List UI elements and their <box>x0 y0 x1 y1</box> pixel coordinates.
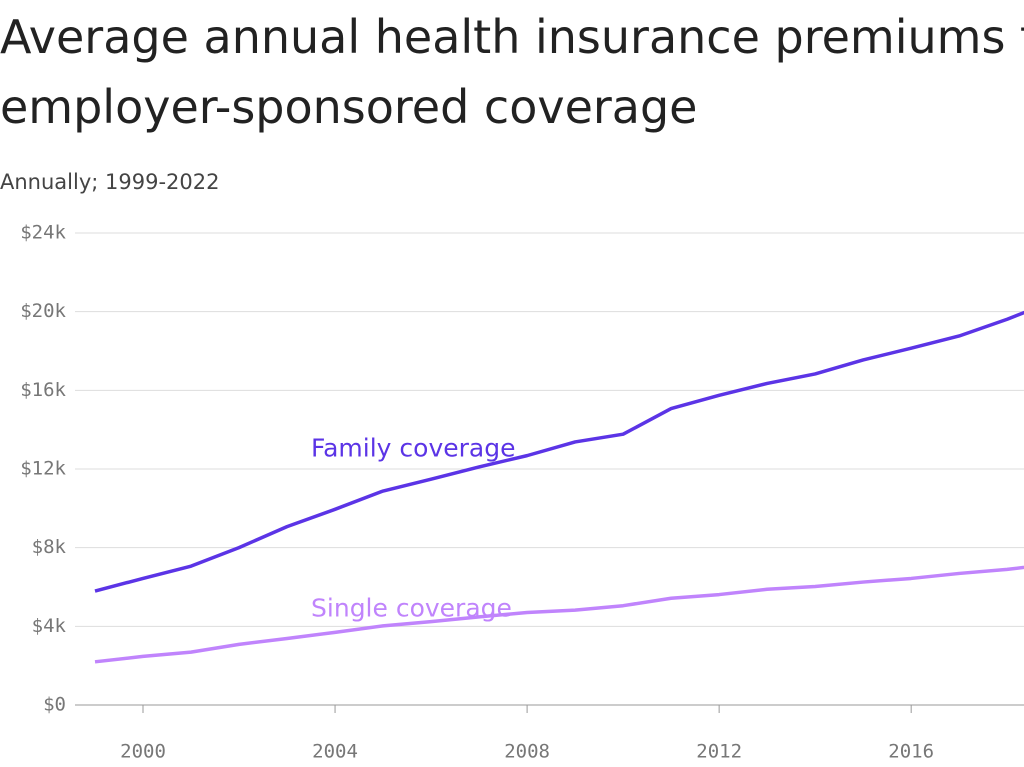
y-tick-label: $4k <box>32 615 67 637</box>
chart-title: Average annual health insurance premiums… <box>0 10 1024 64</box>
series-line <box>94 310 1024 593</box>
y-tick-label: $20k <box>20 300 66 322</box>
x-tick-label: 2016 <box>888 741 934 763</box>
chart-subtitle: Annually; 1999-2022 <box>0 170 219 194</box>
y-tick-label: $12k <box>20 458 66 480</box>
series-label: Family coverage <box>311 433 515 462</box>
y-tick-label: $24k <box>20 222 66 244</box>
x-tick-label: 2004 <box>312 741 358 763</box>
x-tick-label: 2000 <box>120 741 166 763</box>
x-tick-label: 2012 <box>696 741 742 763</box>
y-tick-label: $0 <box>43 694 66 716</box>
y-tick-label: $16k <box>20 379 66 401</box>
x-tick-label: 2008 <box>504 741 550 763</box>
y-tick-label: $8k <box>32 536 67 558</box>
series-line <box>94 565 1024 664</box>
series-label: Single coverage <box>311 594 512 623</box>
chart-title: employer-sponsored coverage <box>0 80 697 134</box>
